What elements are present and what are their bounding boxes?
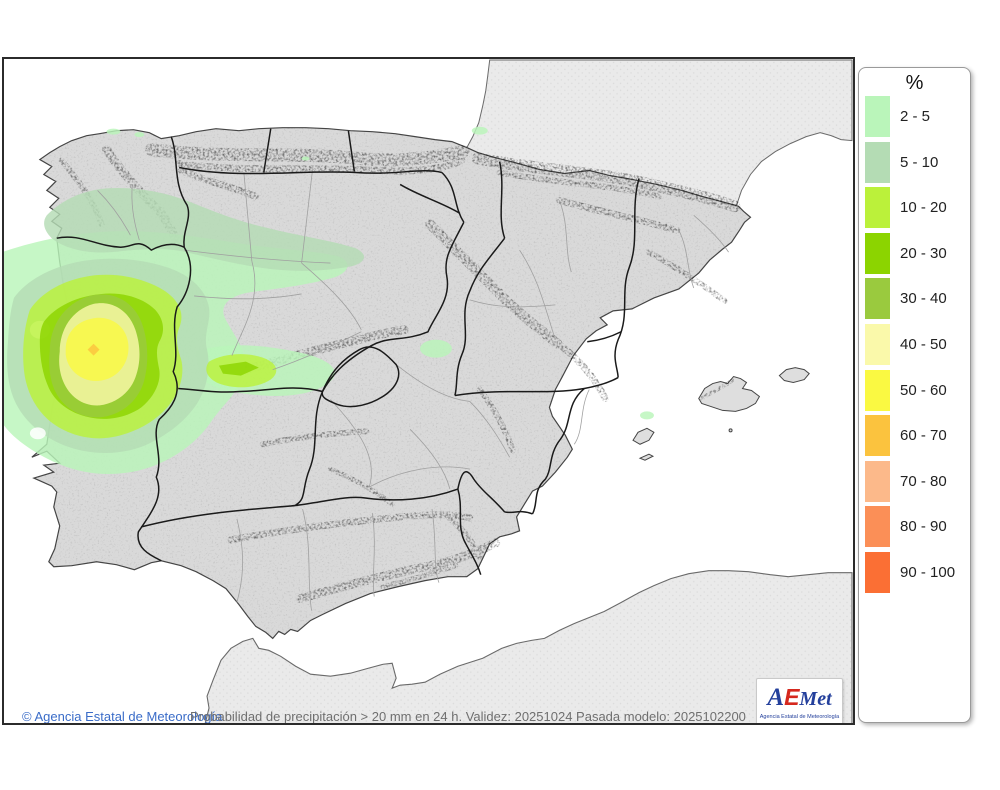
legend-swatch [865,506,890,548]
legend: % 2 - 5 5 - 10 10 - 20 20 - 30 30 - 40 40 - 5… [858,67,971,723]
precip-spec [420,339,452,358]
balearic-islands [632,367,810,461]
legend-items: 2 - 5 5 - 10 10 - 20 20 - 30 30 - 40 40 - 50 5… [865,96,970,593]
legend-row: 10 - 20 [865,187,970,229]
mallorca-island [698,375,761,412]
legend-label: 2 - 5 [900,108,931,125]
legend-title: % [905,72,924,94]
legend-row: 20 - 30 [865,232,970,274]
legend-swatch [865,369,890,411]
aemet-logo-subtitle: Agencia Estatal de Meteorología [759,713,840,720]
legend-swatch [865,460,890,502]
aemet-logo-text: AEMet [767,685,831,713]
precip-spec [471,126,488,135]
precip-spec [106,128,121,135]
legend-label: 70 - 80 [900,472,947,490]
legend-row: 5 - 10 [865,141,970,183]
copyright-text: © Agencia Estatal de Meteorología [22,709,223,724]
legend-swatch [865,232,890,274]
legend-label: 5 - 10 [900,153,939,171]
legend-label: 20 - 30 [900,244,947,262]
legend-swatch [865,141,890,183]
legend-label: 60 - 70 [900,427,947,445]
ibiza-island [632,427,655,445]
legend-row: 40 - 50 [865,323,970,365]
logo-letter-a: A [767,683,785,711]
formentera-island [638,453,655,461]
africa-landmass [204,570,853,723]
legend-label: 10 - 20 [900,199,947,217]
precip-area-20-30-extremadura [218,361,259,376]
legend-label: 50 - 60 [900,381,947,399]
map-frame: © Agencia Estatal de Meteorología Probab… [2,57,855,725]
precip-spec [134,132,145,138]
legend-row: 30 - 40 [865,278,970,320]
province-borders [97,169,729,611]
legend-swatch [865,551,890,593]
logo-letter-e: E [784,683,800,710]
legend-row: 80 - 90 [865,506,970,548]
precip-area-5-10-galicia [44,188,365,271]
legend-label: 80 - 90 [900,518,947,536]
legend-row: 60 - 70 [865,415,970,457]
mountain-ranges [58,143,741,604]
legend-label: 30 - 40 [900,290,947,308]
legend-row: 2 - 5 [865,96,970,137]
legend-row: 90 - 100 [865,551,970,593]
aemet-logo: AEMet Agencia Estatal de Meteorología [756,678,843,723]
community-borders [56,128,640,575]
caption-text: Probabilidad de precipitación > 20 mm en… [190,709,746,724]
legend-swatch [865,96,890,137]
legend-label: 90 - 100 [900,563,956,581]
logo-letter-met: Met [799,687,832,710]
legend-row: 70 - 80 [865,460,970,502]
precip-spec [301,156,310,161]
cabrera-island [728,428,733,433]
legend-swatch [865,278,890,320]
precip-spec [640,411,654,420]
legend-row: 50 - 60 [865,369,970,411]
precip-hole [29,427,46,440]
legend-swatch [865,323,890,365]
map-svg [4,59,853,723]
legend-swatch [865,187,890,229]
menorca-island [778,367,810,384]
legend-swatch [865,415,890,457]
legend-label: 40 - 50 [900,335,947,353]
